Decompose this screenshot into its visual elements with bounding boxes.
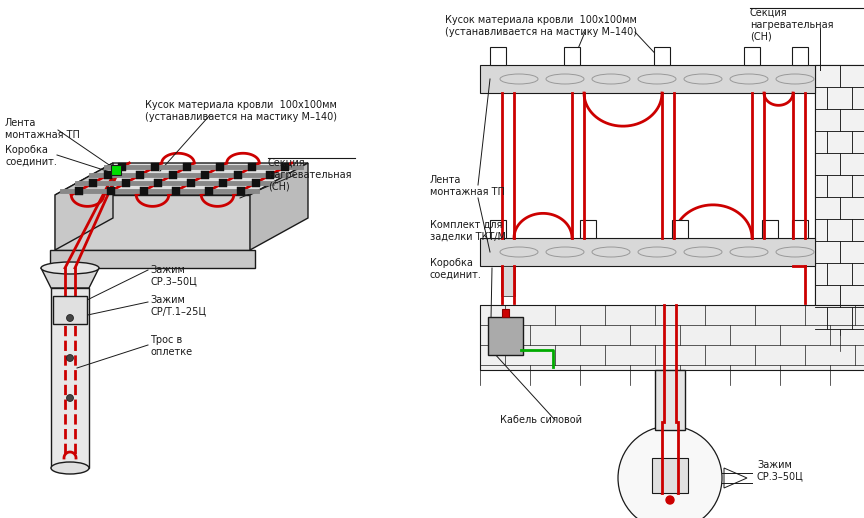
Text: Кусок материала кровли  100х100мм
(устанавливается на мастику М–140): Кусок материала кровли 100х100мм (устана… <box>445 15 637 37</box>
Bar <box>53 296 87 324</box>
Polygon shape <box>187 179 194 187</box>
Bar <box>672 220 688 238</box>
Text: Лента
монтажная ТП: Лента монтажная ТП <box>430 175 505 197</box>
Text: Секция
нагревательная
(СН): Секция нагревательная (СН) <box>268 158 352 191</box>
Polygon shape <box>89 179 97 187</box>
Text: Коробка
соединит.: Коробка соединит. <box>5 145 57 167</box>
Polygon shape <box>74 187 82 195</box>
Polygon shape <box>41 268 99 288</box>
Text: Зажим
СР.3–50Ц: Зажим СР.3–50Ц <box>757 460 804 482</box>
Bar <box>502 309 509 317</box>
Polygon shape <box>122 179 130 187</box>
Polygon shape <box>201 171 209 179</box>
Bar <box>501 266 515 296</box>
Bar <box>654 47 670 65</box>
Text: Коробка
соединит.: Коробка соединит. <box>430 258 482 280</box>
Circle shape <box>618 426 722 518</box>
Polygon shape <box>219 179 227 187</box>
Polygon shape <box>154 179 162 187</box>
Bar <box>762 220 778 238</box>
Bar <box>111 165 121 175</box>
Bar <box>480 238 815 266</box>
Polygon shape <box>107 187 115 195</box>
Bar <box>51 288 89 468</box>
Polygon shape <box>281 163 289 171</box>
Polygon shape <box>233 171 242 179</box>
Circle shape <box>67 354 73 362</box>
Polygon shape <box>266 171 274 179</box>
Circle shape <box>67 395 73 401</box>
Polygon shape <box>136 171 144 179</box>
Polygon shape <box>205 187 213 195</box>
Polygon shape <box>55 195 250 250</box>
Bar <box>815 65 864 335</box>
Text: Комплект для
заделки ТКТ/М: Комплект для заделки ТКТ/М <box>430 220 506 241</box>
Polygon shape <box>237 187 245 195</box>
Text: Трос в
оплетке: Трос в оплетке <box>150 335 192 356</box>
Bar <box>792 220 808 238</box>
Text: Зажим
СР.3–50Ц: Зажим СР.3–50Ц <box>150 265 197 286</box>
Polygon shape <box>139 187 148 195</box>
Bar <box>488 317 523 355</box>
Text: Лента
монтажная ТП: Лента монтажная ТП <box>5 118 79 139</box>
Ellipse shape <box>41 262 99 274</box>
Text: Кусок материала кровли  100х100мм
(устанавливается на мастику М–140): Кусок материала кровли 100х100мм (устана… <box>145 100 337 122</box>
Bar <box>490 47 506 65</box>
Bar <box>815 65 864 335</box>
Text: Секция
нагревательная
(СН): Секция нагревательная (СН) <box>750 8 834 41</box>
Polygon shape <box>172 187 180 195</box>
Bar <box>655 370 685 430</box>
Bar <box>792 47 808 65</box>
Bar <box>652 458 688 493</box>
Bar <box>564 47 580 65</box>
Polygon shape <box>248 163 256 171</box>
Bar <box>490 220 506 238</box>
Polygon shape <box>168 171 176 179</box>
Circle shape <box>67 314 73 322</box>
Polygon shape <box>215 163 224 171</box>
Bar <box>744 47 760 65</box>
Polygon shape <box>55 163 113 250</box>
Polygon shape <box>250 163 308 250</box>
Polygon shape <box>150 163 158 171</box>
Bar <box>480 305 864 370</box>
Text: Кабель силовой: Кабель силовой <box>500 415 582 425</box>
Polygon shape <box>183 163 191 171</box>
Polygon shape <box>118 163 126 171</box>
Polygon shape <box>251 179 259 187</box>
Polygon shape <box>55 163 308 195</box>
Polygon shape <box>50 250 255 268</box>
Polygon shape <box>104 171 111 179</box>
Ellipse shape <box>51 462 89 474</box>
Bar <box>480 65 815 93</box>
Text: Зажим
СР/Т.1–25Ц: Зажим СР/Т.1–25Ц <box>150 295 206 316</box>
Bar <box>580 220 596 238</box>
Circle shape <box>666 496 674 504</box>
